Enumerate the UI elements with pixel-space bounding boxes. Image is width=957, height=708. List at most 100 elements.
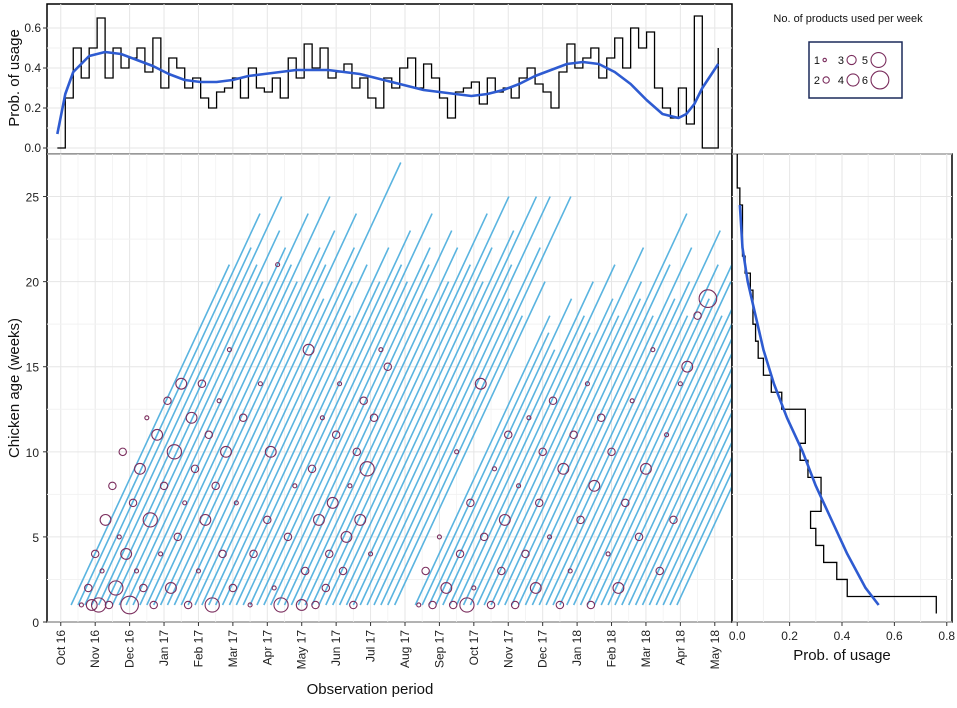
usage-point (108, 580, 124, 596)
usage-point (607, 447, 616, 457)
y-tick-label: 0.6 (24, 21, 41, 35)
usage-point (78, 602, 84, 608)
usage-point (504, 430, 513, 440)
legend-symbol (870, 51, 887, 69)
usage-point (175, 377, 188, 390)
x-tick-label: May 17 (295, 630, 309, 670)
usage-point (354, 513, 367, 526)
usage-point (352, 447, 362, 457)
usage-point (588, 479, 601, 492)
usage-point (359, 396, 368, 406)
flock-line (221, 247, 390, 606)
usage-point (428, 600, 437, 610)
flock-line (270, 264, 430, 606)
usage-point (84, 583, 93, 593)
flock-line (159, 230, 336, 606)
usage-point (128, 498, 138, 508)
flock-line (77, 213, 261, 606)
flock-line (276, 230, 453, 606)
main-x-axis-label: Observation period (307, 681, 434, 698)
right-x-axis-label: Prob. of usage (793, 647, 891, 664)
flock-line (538, 281, 691, 606)
usage-point (497, 566, 506, 576)
y-tick-label: 15 (26, 361, 40, 375)
usage-point (534, 498, 544, 508)
legend-box (808, 41, 903, 99)
usage-point (311, 600, 320, 610)
x-tick-label: Feb 17 (191, 630, 205, 668)
flock-line (393, 281, 546, 606)
usage-point (455, 549, 465, 559)
usage-point (498, 513, 511, 526)
usage-point (510, 600, 520, 610)
usage-point (144, 415, 150, 421)
right-panel: 0.0 0.2 0.4 0.6 0.8 Prob. of usage (729, 153, 955, 664)
flock-line (559, 264, 719, 606)
flock-line (545, 230, 721, 606)
y-tick-label: 10 (26, 446, 40, 460)
usage-point (218, 549, 227, 559)
x-tick-label: 0.4 (834, 629, 851, 643)
usage-point (421, 566, 430, 576)
legend-symbol (846, 73, 860, 87)
usage-point (283, 532, 293, 542)
usage-point (118, 447, 127, 457)
usage-point (369, 413, 379, 423)
usage-point (247, 602, 253, 608)
flock-line (572, 247, 741, 606)
flock-line (552, 315, 689, 606)
usage-point (681, 360, 694, 373)
y-tick-label: 0.4 (24, 61, 41, 75)
flock-line (228, 281, 381, 606)
flock-line (242, 264, 403, 606)
usage-point (238, 413, 248, 423)
flock-line (166, 264, 327, 606)
x-tick-label: Apr 18 (673, 630, 687, 666)
usage-point (440, 582, 453, 594)
usage-point (576, 515, 585, 525)
flock-line (290, 247, 459, 606)
x-tick-label: 0.2 (781, 629, 798, 643)
flock-line (139, 196, 331, 606)
x-tick-label: Oct 17 (467, 630, 481, 666)
flock-line (455, 264, 616, 606)
flock-line (380, 196, 572, 606)
usage-point (548, 396, 558, 406)
usage-point (436, 534, 442, 540)
usage-point (292, 483, 298, 489)
usage-point (491, 466, 498, 472)
flock-line (579, 281, 732, 606)
usage-points (78, 262, 718, 615)
usage-point (596, 413, 606, 423)
y-tick-label: 0 (32, 616, 39, 630)
flock-line (614, 332, 743, 606)
flock-line (469, 298, 614, 606)
x-tick-label: Jan 18 (570, 630, 584, 666)
flock-line (338, 230, 515, 606)
usage-point (211, 481, 220, 491)
legend-label: 3 (838, 55, 844, 67)
usage-point (698, 289, 718, 309)
usage-point (104, 600, 114, 610)
x-tick-label: Oct 16 (54, 630, 68, 666)
usage-point (629, 398, 635, 404)
usage-point (347, 483, 353, 489)
usage-point (586, 600, 596, 610)
usage-point (567, 568, 573, 574)
usage-point (190, 464, 200, 474)
usage-point (634, 532, 644, 542)
usage-point (538, 447, 547, 457)
usage-point (275, 262, 281, 268)
legend-symbol (822, 57, 827, 63)
legend-label: 2 (814, 75, 820, 87)
x-tick-label: 0.0 (729, 629, 746, 643)
usage-point (416, 602, 422, 608)
usage-point (264, 445, 277, 458)
y-tick-label: 25 (26, 191, 40, 205)
usage-point (677, 381, 683, 387)
usage-point (120, 547, 133, 560)
flock-line (111, 281, 264, 606)
x-tick-label: 0.6 (886, 629, 903, 643)
flock-line (352, 264, 513, 606)
